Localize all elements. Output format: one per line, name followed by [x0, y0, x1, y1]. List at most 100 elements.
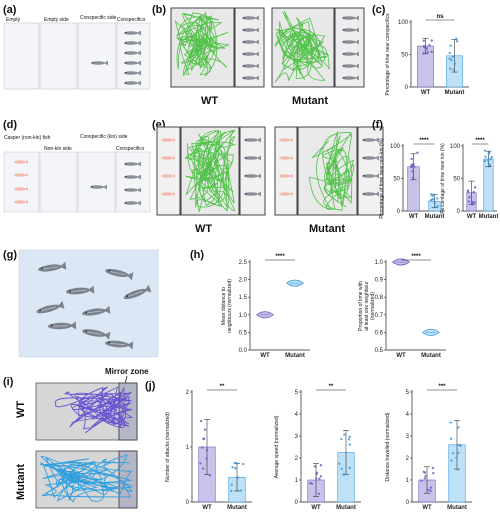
data-point: [449, 421, 452, 424]
chart-j3: 0 1 2 3 4 5 Distance travelled (normalized) WT M…: [385, 384, 472, 511]
y-tick-label: 0: [186, 500, 190, 506]
track-label-wt: WT: [201, 95, 218, 107]
data-point: [315, 477, 318, 480]
data-point: [449, 67, 452, 70]
data-point: [313, 465, 317, 468]
y-tick-label: 50: [393, 177, 400, 183]
data-point: [459, 444, 462, 448]
data-point: [483, 159, 487, 163]
schematic-d-label-1: Non-kin side: [44, 146, 72, 152]
significance-label: **: [329, 384, 334, 390]
data-point: [236, 476, 240, 479]
data-point: [411, 176, 415, 179]
x-tick-label: WT: [409, 214, 419, 220]
data-point: [432, 471, 435, 475]
panel-letter-j: (j): [145, 380, 156, 392]
y-tick-label: 1: [295, 478, 299, 484]
y-tick-label: 0: [397, 209, 401, 215]
panel-letter-c: (c): [372, 4, 386, 16]
mirror-zone-label: Mirror zone: [105, 367, 149, 376]
data-point: [429, 199, 432, 202]
significance-label: ****: [275, 254, 285, 260]
data-point: [231, 466, 234, 469]
schematic-d-label-3: Conspecifics: [116, 146, 145, 152]
y-tick-label: 0: [405, 85, 409, 91]
significance-label: ****: [411, 254, 421, 260]
data-point: [205, 448, 209, 452]
y-tick-label: 2.0: [239, 278, 248, 284]
x-tick-label: WT: [202, 505, 212, 511]
x-tick-label: Mutant: [336, 505, 356, 511]
data-point: [484, 155, 487, 158]
data-point: [453, 62, 456, 65]
data-point: [413, 165, 416, 168]
chart-f2: 0 50 100 Percentage of time near kin (%) WT M…: [440, 138, 498, 220]
data-point: [457, 426, 460, 429]
data-point: [410, 165, 413, 169]
data-point: [233, 461, 236, 465]
y-tick-label: 1.0: [239, 313, 248, 319]
schematic-d-label-2: Conspecific (kin) side: [80, 134, 128, 140]
data-point: [455, 456, 458, 459]
y-tick-label: 1: [406, 478, 410, 484]
data-point: [487, 152, 490, 155]
y-tick-label: 3: [295, 434, 299, 440]
panel-letter-d: (d): [3, 119, 17, 131]
data-point: [318, 477, 321, 481]
y-tick-label: 1.0: [375, 260, 384, 266]
schematic-a-label-3: Conspecifics: [117, 17, 146, 23]
x-tick-label: Mutant: [447, 505, 467, 511]
y-axis-label-line: Mean distance to: [221, 287, 227, 325]
data-point: [455, 37, 458, 40]
y-tick-label: 2: [186, 390, 190, 396]
data-point: [202, 437, 205, 441]
data-point: [452, 68, 455, 71]
y-tick-label: 0.7: [375, 313, 384, 319]
data-point: [208, 474, 212, 477]
y-axis-label-line: at least one neighbour: [364, 281, 370, 331]
panel-letter-g: (g): [3, 249, 17, 261]
data-point: [449, 44, 452, 47]
data-point: [483, 149, 487, 152]
x-tick-label: WT: [422, 505, 432, 511]
panel-letter-a: (a): [3, 4, 17, 16]
data-point: [428, 43, 431, 47]
data-point: [422, 470, 425, 473]
data-point: [343, 433, 346, 436]
y-tick-label: 50: [453, 177, 460, 183]
chart-f1: 0 50 100 Percentage of time near non-kin (%…: [379, 138, 445, 220]
data-point: [430, 39, 433, 42]
data-point: [424, 474, 427, 478]
y-axis-label: Percentage of time near non-kin (%): [379, 138, 385, 219]
data-point: [429, 489, 432, 493]
y-tick-label: 2.5: [239, 260, 248, 266]
tracks-e-mutant: [274, 126, 384, 216]
y-tick-label: 0: [295, 500, 299, 506]
x-tick-label: WT: [396, 353, 406, 359]
data-point: [319, 475, 323, 478]
schematic-d-label-0: Casper (non-kin) fish: [4, 135, 51, 141]
data-point: [473, 186, 477, 189]
y-tick-label: 100: [390, 144, 401, 150]
tracks-i-wt: [35, 382, 138, 441]
data-point: [451, 55, 454, 59]
data-point: [489, 157, 492, 161]
row-label-wt: WT: [15, 401, 27, 418]
y-axis-label: Percentage of time near conspecifics: [385, 13, 391, 95]
data-point: [449, 437, 453, 441]
y-tick-label: 0.8: [375, 295, 384, 301]
y-axis-label: Average speed (normalized): [274, 415, 280, 478]
y-tick-label: 0.5: [375, 348, 384, 354]
y-axis-label: Proportion of time withat least one neig…: [358, 281, 376, 331]
data-point: [433, 201, 436, 205]
y-tick-label: 4: [406, 412, 410, 418]
data-point: [426, 50, 429, 54]
data-point: [431, 194, 434, 198]
chart-c: 0 50 100 Percentage of time near conspecifi…: [385, 13, 469, 96]
y-axis-label-line: Proportion of time with: [358, 281, 364, 331]
significance-label: ****: [475, 138, 485, 144]
tracks-e-wt: [156, 126, 266, 216]
y-tick-label: 3: [406, 434, 410, 440]
y-tick-label: 50: [401, 53, 408, 59]
y-tick-label: 1.5: [239, 295, 248, 301]
